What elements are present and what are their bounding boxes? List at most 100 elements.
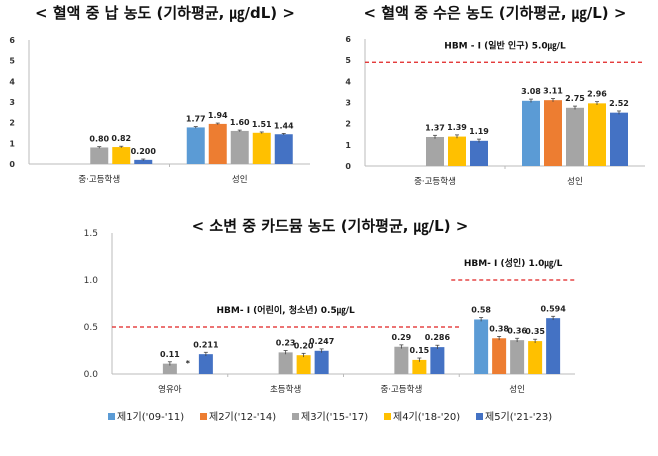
data-label: 3.08 [521, 87, 541, 96]
y-tick-label: 6 [345, 35, 351, 44]
y-tick-label: 5 [9, 57, 15, 66]
data-label: 1.60 [230, 118, 250, 127]
x-category-label: 성인 [509, 384, 525, 395]
y-tick-label: 0 [9, 160, 15, 169]
legend-label: 제1기('09-'11) [117, 411, 184, 423]
reference-line-label: HBM- Ⅰ (성인) 1.0㎍/L [464, 257, 563, 269]
data-label: 1.37 [425, 123, 445, 132]
data-label: 1.39 [447, 123, 467, 132]
data-label: 0.36 [507, 326, 527, 335]
bar [610, 112, 628, 166]
data-label: 0.38 [489, 324, 509, 333]
chart-title: < 소변 중 카드뮴 농도 (기하평균, ㎍/L) > [192, 217, 469, 236]
data-label: 0.23 [276, 339, 296, 348]
data-label: 1.44 [274, 121, 294, 130]
data-label: 0.247 [309, 337, 334, 346]
bar [448, 136, 466, 166]
data-label: 2.96 [587, 90, 607, 99]
data-label: 0.29 [392, 333, 412, 342]
data-label: 1.51 [252, 120, 272, 129]
chart-1: < 혈액 중 납 농도 (기하평균, ㎍/dL) > 0 1 2 3 4 5 6 중·고등학생 0… [9, 4, 310, 185]
x-category-label: 영유아 [158, 384, 182, 395]
bar [412, 359, 427, 374]
bar [134, 159, 153, 164]
bar [470, 140, 488, 166]
legend-swatch [384, 413, 391, 420]
bar [546, 318, 561, 374]
data-label: 0.211 [193, 340, 219, 349]
y-tick-label: 0.0 [84, 370, 99, 380]
data-label: 1.94 [208, 111, 228, 120]
bar [528, 341, 543, 374]
data-label: 0.58 [471, 306, 491, 315]
bar [510, 340, 525, 374]
y-tick-label: 1 [9, 139, 15, 148]
data-label: 0.80 [89, 135, 109, 144]
data-label: 0.594 [540, 304, 566, 313]
legend-item: 제1기('09-'11) [108, 411, 184, 423]
chart-title: < 혈액 중 납 농도 (기하평균, ㎍/dL) > [35, 4, 295, 23]
data-label: 0.15 [410, 346, 430, 355]
data-label: 0.11 [160, 350, 180, 359]
data-label: 3.11 [543, 86, 563, 95]
data-label: 0.200 [131, 147, 157, 156]
legend-swatch [108, 413, 115, 420]
bar [492, 338, 507, 374]
x-category-label: 성인 [567, 176, 583, 187]
data-label: 0.20 [294, 341, 314, 350]
bar [230, 130, 249, 164]
x-category-label: 성인 [232, 174, 248, 185]
bar [426, 137, 444, 166]
legend-item: 제5기('21-'23) [476, 411, 552, 423]
bar [296, 355, 311, 374]
y-tick-label: 6 [9, 36, 15, 45]
bar [314, 350, 329, 374]
x-category-label: 중·고등학생 [414, 176, 456, 187]
y-tick-label: 1.0 [84, 276, 99, 286]
legend-item: 제4기('18-'20) [384, 411, 460, 423]
legend: 제1기('09-'11) 제2기('12-'14) 제3기('15-'17) 제4기(… [108, 411, 552, 423]
data-label: 2.52 [609, 99, 629, 108]
y-tick-label: 1 [345, 141, 351, 150]
legend-swatch [200, 413, 207, 420]
y-tick-label: 4 [9, 77, 15, 86]
legend-label: 제2기('12-'14) [209, 411, 276, 423]
y-tick-label: 2 [9, 119, 15, 128]
bar [274, 134, 293, 164]
x-category-label: 초등학생 [270, 384, 301, 395]
reference-line-label: HBM - Ⅰ (일반 인구) 5.0㎍/L [444, 39, 566, 51]
bar [522, 100, 540, 166]
bar [162, 363, 177, 374]
data-label: 1.19 [469, 127, 489, 136]
data-label: 0.35 [525, 327, 545, 336]
bar [544, 100, 562, 166]
x-category-label: 중·고등학생 [78, 174, 120, 185]
data-label: 2.75 [565, 94, 585, 103]
y-tick-label: 0.5 [84, 323, 98, 333]
legend-label: 제5기('21-'23) [485, 411, 552, 423]
y-tick-label: 3 [345, 99, 351, 108]
data-label: 1.77 [186, 115, 206, 124]
bar [588, 103, 606, 166]
bar [252, 132, 271, 164]
chart-2: < 혈액 중 수은 농도 (기하평균, ㎍/L) > 0 1 2 3 4 5 6 중·고등학생 1… [345, 4, 645, 187]
bar [566, 107, 584, 166]
chart-3: < 소변 중 카드뮴 농도 (기하평균, ㎍/L) > 0.0 0.5 1.0 1.5 영… [84, 217, 575, 395]
bar [198, 354, 213, 374]
chart-title: < 혈액 중 수은 농도 (기하평균, ㎍/L) > [364, 4, 627, 23]
legend-label: 제4기('18-'20) [393, 411, 460, 423]
bar [474, 319, 489, 374]
y-tick-label: 1.5 [84, 229, 98, 239]
bar [278, 352, 293, 374]
legend-item: 제2기('12-'14) [200, 411, 276, 423]
y-tick-label: 2 [345, 120, 351, 129]
bar [394, 346, 409, 374]
x-category-label: 중·고등학생 [380, 384, 422, 395]
bar [186, 127, 205, 164]
bar [208, 123, 227, 164]
data-label: 0.82 [111, 134, 131, 143]
bar [90, 147, 109, 164]
y-tick-label: 3 [9, 98, 15, 107]
legend-swatch [476, 413, 483, 420]
bar [112, 147, 131, 164]
